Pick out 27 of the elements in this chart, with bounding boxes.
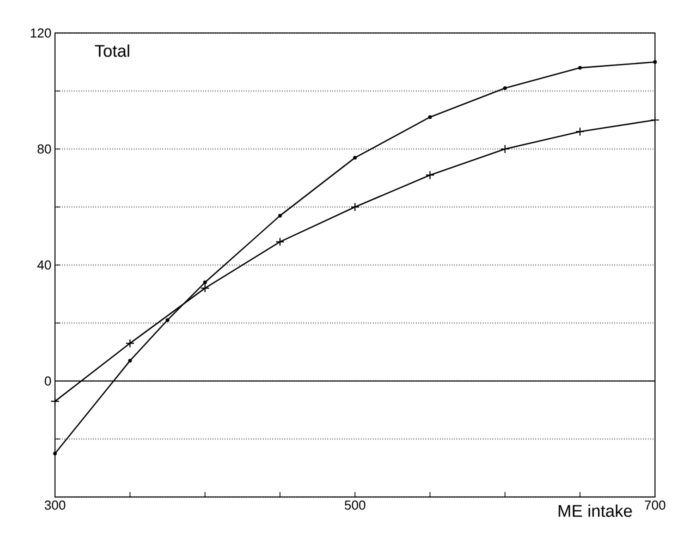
y-tick-label: 80: [38, 144, 51, 154]
point: [503, 86, 507, 90]
point: [350, 202, 360, 212]
x-tick-label: 700: [644, 500, 666, 510]
x-tick-label: 300: [44, 500, 66, 510]
text: Total: [94, 44, 130, 57]
point: [425, 170, 435, 180]
point: [575, 127, 585, 136]
y-tick-label: 120: [30, 28, 51, 38]
point: [653, 60, 657, 64]
point: [500, 144, 510, 154]
point: [128, 358, 132, 363]
point: [428, 115, 432, 119]
point: [125, 338, 135, 348]
point: [203, 280, 207, 284]
x-axis-title: ME intake: [558, 504, 632, 517]
y-tick-label: 0: [44, 376, 51, 386]
point: [275, 237, 285, 246]
y-tick-label: 40: [37, 260, 51, 270]
point: [578, 66, 582, 70]
point: [200, 284, 210, 293]
point: [50, 396, 60, 406]
point: [53, 452, 57, 456]
point: [278, 214, 282, 218]
x-tick-label: 500: [344, 500, 366, 510]
point: [166, 318, 170, 322]
point: [353, 156, 357, 160]
